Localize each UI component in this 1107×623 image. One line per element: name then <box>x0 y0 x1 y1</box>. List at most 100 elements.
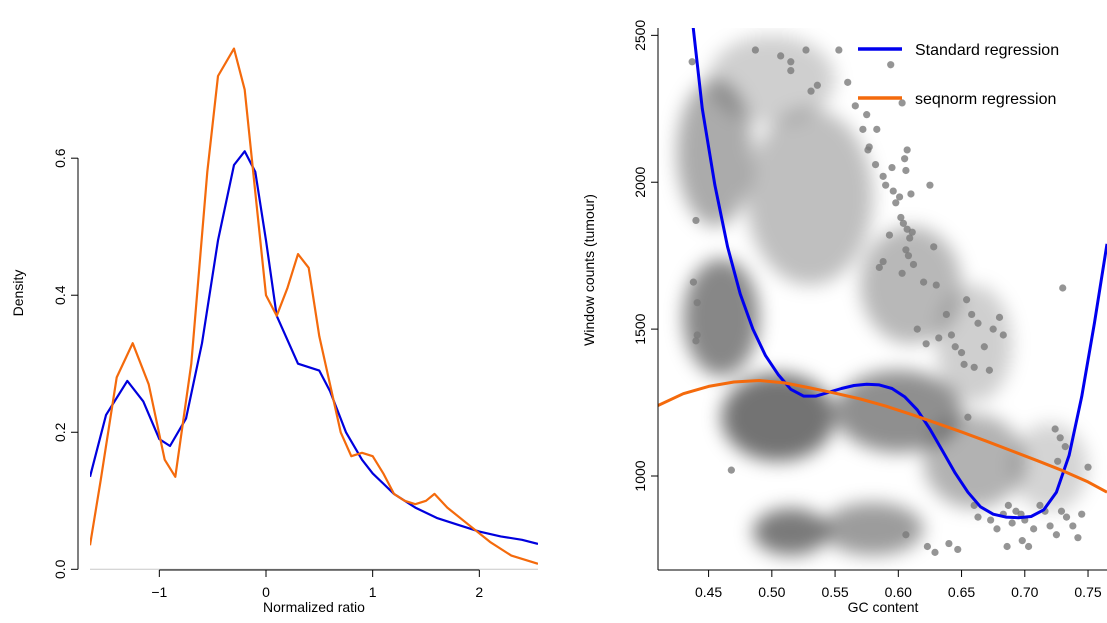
data-point <box>951 343 959 351</box>
data-point <box>892 199 900 207</box>
x-tick-label: 0.65 <box>948 584 975 600</box>
data-point <box>993 525 1001 533</box>
data-point <box>887 61 895 69</box>
density-blob <box>721 373 836 462</box>
y-tick-label: 2000 <box>632 166 648 197</box>
data-point <box>692 216 700 225</box>
data-point <box>1061 443 1069 451</box>
legend-label-seqnorm: seqnorm regression <box>915 91 1056 108</box>
data-point <box>813 81 821 89</box>
data-point <box>875 263 883 272</box>
data-point <box>1057 507 1066 515</box>
x-tick-label: 0 <box>262 584 270 600</box>
data-point <box>1051 425 1059 433</box>
data-point <box>1024 542 1033 551</box>
density-blob <box>708 35 836 124</box>
data-point <box>1078 510 1086 518</box>
x-tick-label: 1 <box>369 584 377 600</box>
density-blob <box>923 414 1025 509</box>
data-point <box>689 278 698 286</box>
data-point <box>974 319 982 327</box>
data-point <box>787 66 795 75</box>
x-tick-label: −1 <box>151 584 167 600</box>
data-point <box>1018 537 1026 545</box>
data-point <box>985 366 993 374</box>
data-point <box>1052 531 1061 539</box>
data-point <box>851 102 859 110</box>
x-axis-label: Normalized ratio <box>263 599 365 615</box>
y-tick-label: 0.0 <box>52 559 68 579</box>
data-point <box>787 58 795 66</box>
data-point <box>930 243 938 251</box>
data-point <box>987 516 995 524</box>
data-point <box>906 234 914 242</box>
data-point <box>913 325 921 333</box>
data-point <box>898 99 906 107</box>
data-point <box>693 299 701 307</box>
data-point <box>1059 284 1067 292</box>
data-point <box>945 539 953 548</box>
density-blob <box>936 285 1013 403</box>
data-point <box>693 331 701 339</box>
data-point <box>999 331 1007 339</box>
data-point <box>931 548 939 556</box>
data-point <box>879 257 887 266</box>
data-point <box>935 334 943 342</box>
data-point <box>688 58 696 66</box>
x-tick-label: 0.45 <box>695 584 722 600</box>
standard-regression-line <box>691 28 1107 520</box>
data-point <box>1003 542 1011 551</box>
data-point <box>989 325 997 333</box>
data-point <box>1056 434 1064 442</box>
y-axis: 1000 1500 2000 2500 <box>632 20 659 570</box>
density-blob <box>822 502 924 556</box>
y-tick-label: 1500 <box>632 313 648 344</box>
y-tick-label: 0.4 <box>52 285 68 305</box>
data-point <box>879 172 887 180</box>
data-point <box>865 143 873 151</box>
x-tick-label: 0.60 <box>885 584 912 600</box>
data-point <box>882 181 890 189</box>
data-point <box>1062 513 1071 521</box>
y-tick-label: 0.6 <box>52 148 68 168</box>
data-point <box>922 340 930 348</box>
seqnorm-regression-line <box>658 379 1107 494</box>
legend-label-standard: Standard regression <box>915 42 1059 59</box>
data-point <box>1084 463 1092 471</box>
data-point <box>1069 522 1077 530</box>
density-line-1 <box>90 47 538 565</box>
data-point <box>907 190 915 198</box>
data-point <box>920 278 928 286</box>
density-shading <box>676 35 1089 556</box>
data-point <box>909 260 918 269</box>
data-point <box>1046 522 1054 530</box>
data-point <box>897 213 905 222</box>
data-point <box>968 310 976 319</box>
y-axis-label: Window counts (tumour) <box>581 194 597 346</box>
data-point <box>1030 525 1038 533</box>
data-point <box>926 181 934 189</box>
legend: Standard regression seqnorm regression <box>858 42 1059 108</box>
data-point <box>995 313 1004 321</box>
data-point <box>1074 534 1082 542</box>
data-point <box>898 269 906 277</box>
y-axis: 0.0 0.2 0.4 0.6 <box>52 148 79 579</box>
data-point <box>964 413 972 421</box>
y-tick-label: 0.2 <box>52 422 68 442</box>
density-blob <box>683 258 760 377</box>
data-point <box>871 161 880 169</box>
data-point <box>1054 457 1062 465</box>
data-point <box>777 52 785 60</box>
density-line-0 <box>90 150 538 545</box>
density-blob <box>746 108 874 286</box>
data-point <box>802 46 810 54</box>
data-point <box>957 349 966 357</box>
data-point <box>980 343 988 351</box>
data-point <box>963 296 971 304</box>
x-tick-label: 0.55 <box>821 584 848 600</box>
density-blob <box>860 226 962 344</box>
data-point <box>923 542 932 551</box>
data-point <box>954 545 962 554</box>
x-axis-label: GC content <box>848 599 919 615</box>
data-point <box>859 125 867 133</box>
